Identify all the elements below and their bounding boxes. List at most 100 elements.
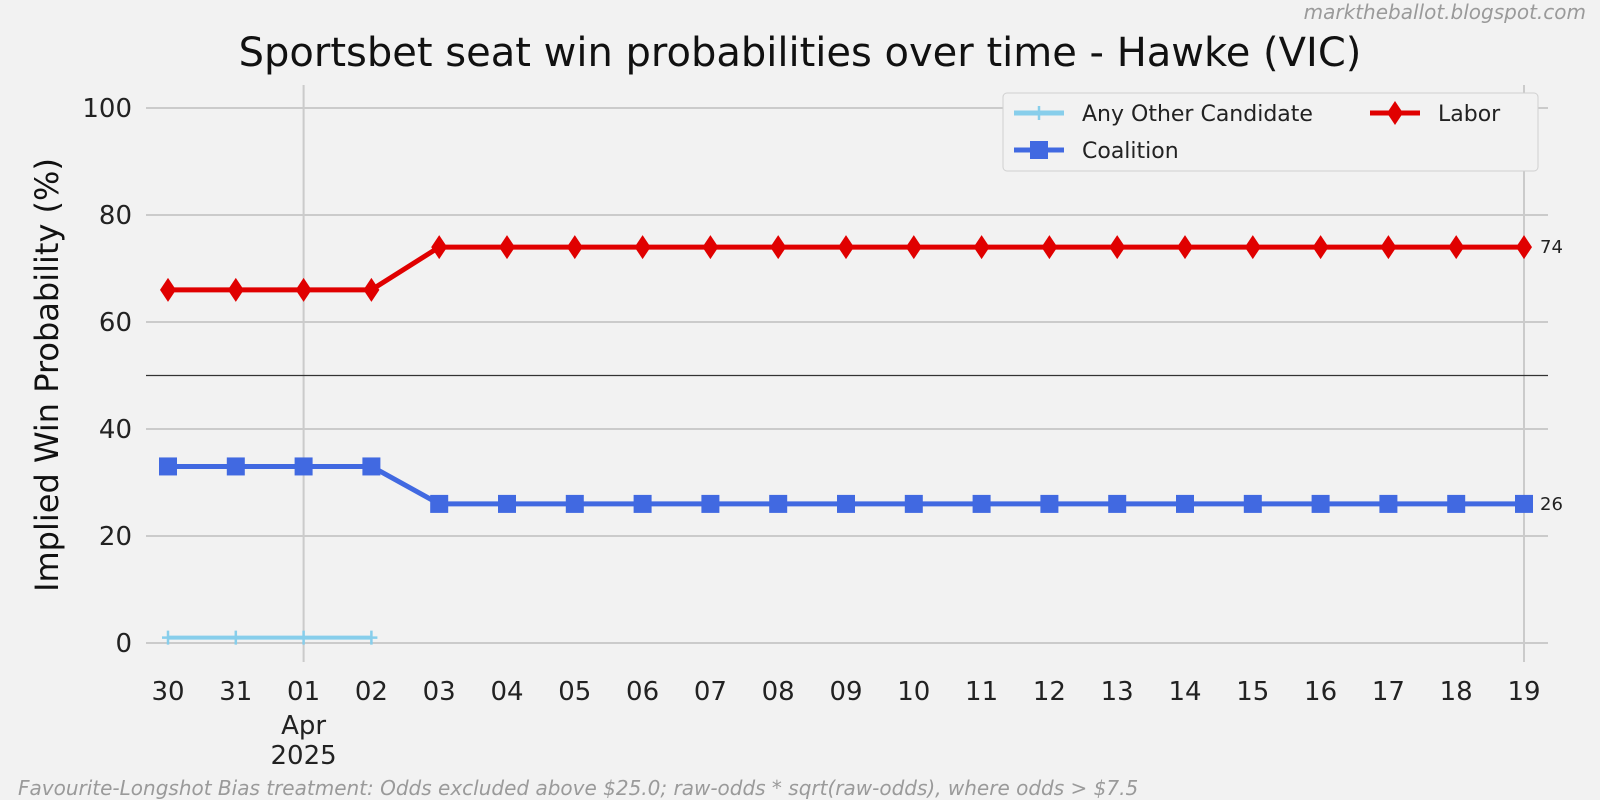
data-point-any-other-candidate [162,630,174,645]
x-tick-label: 31 [219,677,252,707]
y-ticks: 0 20 40 60 80 100 [82,94,132,659]
data-point-any-other-candidate [365,630,378,645]
x-tick-label: 08 [762,677,795,707]
data-point-labor [227,277,244,302]
data-point-labor [1516,235,1532,260]
x-tick-label: 05 [558,677,591,707]
x-tick-label: 02 [355,677,388,707]
y-tick-label: 80 [99,201,132,231]
series-coalition [159,457,1533,513]
legend-label: Labor [1438,102,1501,127]
x-tick-label: 03 [423,677,456,707]
data-point-coalition [904,494,923,513]
y-tick-label: 40 [99,415,132,445]
x-tick-year: 2025 [271,741,337,771]
legend-entry-any-other-candidate: Any Other Candidate [1014,102,1313,127]
data-point-coalition [1108,494,1127,513]
x-tick-label: 01 [287,677,320,707]
y-tick-label: 0 [115,629,132,659]
y-tick-label: 60 [99,308,132,338]
chart-title: Sportsbet seat win probabilities over ti… [239,30,1362,76]
x-tick-label: 15 [1236,677,1269,707]
data-point-labor [1380,235,1397,260]
data-point-labor [1041,235,1058,260]
data-point-coalition [1243,494,1262,513]
data-point-coalition [362,457,381,476]
data-point-coalition [633,494,652,513]
data-point-labor [1109,235,1126,260]
x-tick-label: 07 [694,677,727,707]
x-tick-month: Apr [281,711,326,741]
legend-entry-labor: Labor [1370,101,1501,127]
data-point-labor [1312,235,1329,260]
y-tick-label: 100 [82,94,132,124]
data-point-coalition [769,494,788,513]
data-point-coalition [159,457,177,476]
end-label: 26 [1540,494,1563,515]
x-tick-label: 11 [965,677,998,707]
data-point-labor [363,277,380,302]
data-point-coalition [565,494,584,513]
data-point-coalition [972,494,991,513]
x-tick-label: 19 [1507,677,1540,707]
legend-marker [1033,106,1045,120]
data-point-labor [499,235,515,260]
data-point-coalition [1311,494,1330,513]
data-point-labor [160,277,176,302]
legend: Any Other Candidate Coalition Labor [1002,92,1539,172]
data-point-labor [1244,235,1261,260]
data-point-coalition [294,457,313,476]
grid [146,85,1548,662]
y-axis-label: Implied Win Probability (%) [28,158,66,592]
x-tick-label: 06 [626,677,659,707]
x-tick-label: 17 [1372,677,1405,707]
x-tick-label: 04 [490,677,523,707]
x-tick-label: 10 [897,677,930,707]
data-point-labor [634,235,651,260]
data-point-labor [1177,235,1193,260]
legend-marker [1387,101,1403,125]
legend-marker [1030,141,1048,159]
series-group [159,235,1533,645]
x-tick-label: 13 [1101,677,1134,707]
data-point-any-other-candidate [297,630,310,645]
data-point-coalition [226,457,245,476]
data-point-labor [973,235,990,260]
series-any-other-candidate [162,630,378,645]
data-point-coalition [837,494,855,513]
legend-label: Coalition [1082,139,1179,164]
data-point-labor [770,235,787,260]
data-point-labor [838,235,854,260]
x-ticks: 30 31 01 02 03 04 05 06 07 08 09 10 11 12 13 14 15 16 17 18… [151,677,1540,771]
x-tick-label: 14 [1168,677,1201,707]
x-tick-label: 12 [1033,677,1066,707]
data-point-labor [295,277,312,302]
x-tick-label: 09 [829,677,862,707]
data-point-coalition [430,494,449,513]
y-tick-label: 20 [99,522,132,552]
watermark: marktheballot.blogspot.com [1304,0,1586,24]
legend-label: Any Other Candidate [1082,102,1313,127]
data-point-labor [702,235,719,260]
data-point-coalition [498,494,516,513]
data-point-coalition [1379,494,1398,513]
data-point-labor [905,235,922,260]
end-labels: 74 26 [1540,237,1563,515]
x-tick-label: 16 [1304,677,1337,707]
data-point-coalition [1515,494,1533,513]
data-point-coalition [701,494,720,513]
data-point-coalition [1040,494,1059,513]
data-point-labor [566,235,583,260]
data-point-labor [431,235,448,260]
series-labor [160,235,1532,302]
legend-entry-coalition: Coalition [1014,139,1179,164]
data-point-coalition [1176,494,1194,513]
data-point-coalition [1447,494,1466,513]
data-point-any-other-candidate [229,630,242,645]
x-tick-label: 18 [1440,677,1473,707]
end-label: 74 [1540,237,1563,258]
data-point-labor [1448,235,1465,260]
x-tick-label: 30 [151,677,184,707]
footnote: Favourite-Longshot Bias treatment: Odds … [18,776,1138,800]
